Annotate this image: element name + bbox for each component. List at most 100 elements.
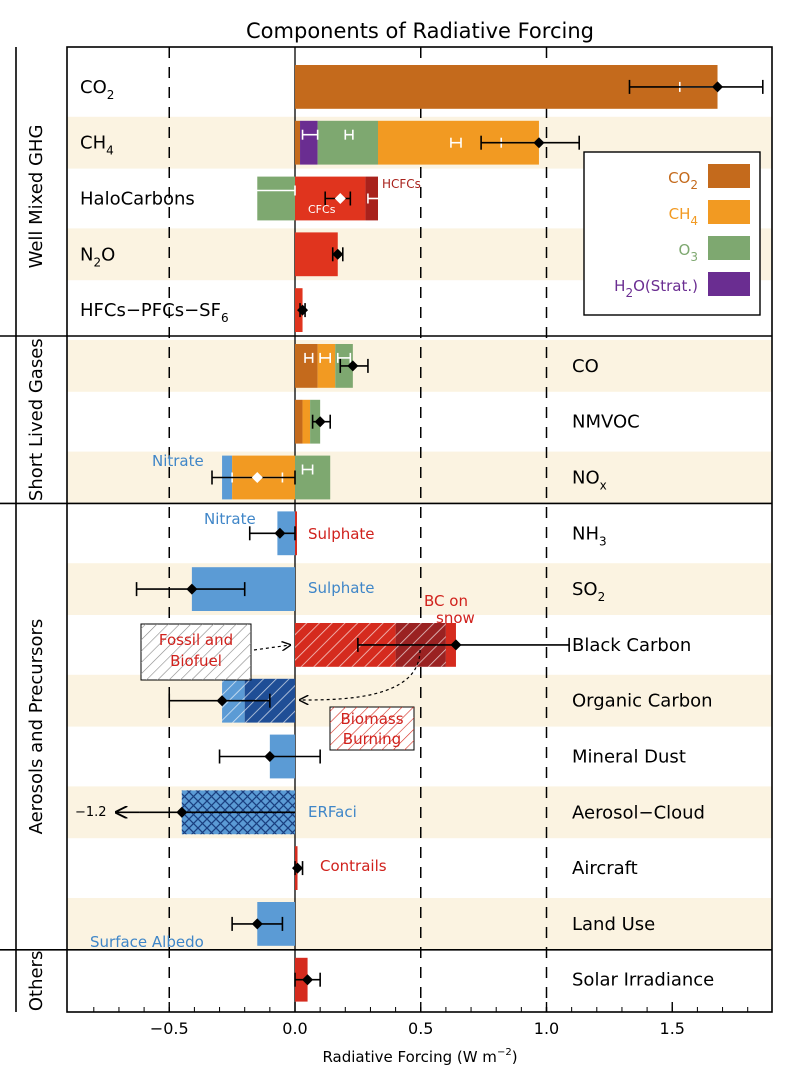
callout-arrow	[253, 645, 290, 650]
callout-hatch	[330, 707, 414, 750]
legend-label: CO2	[668, 169, 698, 192]
annotation-contrails: Contrails	[320, 857, 387, 875]
bar-segment	[302, 399, 311, 444]
bar-segment	[257, 176, 295, 221]
annotation-hcfcs: HCFCs	[382, 177, 421, 191]
error-bars	[116, 79, 764, 987]
annotation-surface-albedo: Surface Albedo	[90, 933, 204, 951]
total-marker	[216, 695, 228, 707]
label-base: Land Use	[572, 914, 655, 935]
row-label: Mineral Dust	[572, 747, 686, 768]
label-base: Black Carbon	[572, 635, 691, 656]
label-base: CH	[669, 205, 691, 223]
label-subscript: 3	[690, 250, 698, 264]
label-subscript: 2	[107, 88, 115, 102]
annotation--1-2: −1.2	[75, 805, 107, 820]
total-marker	[297, 304, 309, 316]
row-label: NH3	[572, 523, 607, 548]
row-label: CO	[572, 356, 599, 377]
row-label: Solar Irradiance	[572, 970, 714, 991]
label-subscript: 2	[93, 255, 101, 269]
row-label: CO2	[80, 77, 114, 102]
label-base: O	[679, 241, 691, 259]
group-label: Others	[26, 951, 47, 1012]
callout-text: Burning	[343, 730, 401, 748]
chart-title: Components of Radiative Forcing	[246, 19, 594, 43]
row-label: NMVOC	[572, 412, 640, 433]
x-tick-label: −0.5	[150, 1019, 189, 1038]
label-base: N	[80, 244, 93, 265]
annotation-bc-on: BC on	[424, 592, 468, 610]
callout-fossil-biofuel: Fossil and Biofuel	[140, 623, 252, 681]
group-label: Aerosols and Precursors	[26, 619, 47, 835]
x-tick-label: 0.5	[408, 1019, 433, 1038]
label-base: CH	[80, 133, 106, 154]
label-subscript: 3	[599, 534, 607, 548]
total-marker	[274, 527, 286, 539]
label-base: NH	[572, 523, 599, 544]
total-marker	[292, 862, 304, 874]
frame-border	[66, 46, 773, 1013]
label-base: CO	[668, 169, 690, 187]
label-subscript: 2	[625, 286, 633, 300]
row-label: HaloCarbons	[80, 189, 195, 210]
callout-biomass-burning: Biomass Burning	[329, 706, 415, 751]
label-base: Mineral Dust	[572, 747, 686, 768]
annotation-cfcs: CFCs	[308, 203, 336, 216]
annotation-sulphate: Sulphate	[308, 525, 375, 543]
x-axis: −0.5 0.0 0.5 1.0 1.5	[93, 1002, 749, 1038]
legend-swatch	[708, 200, 750, 224]
label-tail: O(Strat.)	[633, 277, 698, 295]
bar-segment	[300, 120, 318, 165]
bar-segment	[295, 232, 338, 277]
row-band	[67, 898, 772, 950]
label-subscript: x	[600, 479, 607, 493]
label-base: CO	[572, 356, 599, 377]
label-base: Aerosol−Cloud	[572, 802, 705, 823]
x-tick-label: 1.0	[534, 1019, 559, 1038]
legend-label: H2O(Strat.)	[614, 277, 698, 300]
annotation-sulphate: Sulphate	[308, 579, 375, 597]
row-band	[67, 340, 772, 392]
annotation-nitrate: Nitrate	[204, 510, 256, 528]
legend-swatch	[708, 272, 750, 296]
row-label: NOx	[572, 468, 607, 493]
row-band	[67, 451, 772, 504]
total-marker	[450, 639, 462, 651]
x-tick-label: 1.5	[660, 1019, 685, 1038]
label-subscript: 2	[598, 590, 606, 604]
row-label: Land Use	[572, 914, 655, 935]
total-marker	[314, 416, 326, 428]
label-base: Organic Carbon	[572, 691, 713, 712]
x-axis-label: Radiative Forcing (W m−2)	[322, 1047, 517, 1066]
row-label: Organic Carbon	[572, 691, 713, 712]
annotation-nitrate: Nitrate	[152, 452, 204, 470]
total-marker	[712, 81, 724, 93]
row-label: HFCs−PFCs−SF6	[80, 300, 229, 325]
bar-segment	[317, 120, 378, 165]
total-marker	[176, 806, 188, 818]
annotation-snow: snow	[436, 609, 475, 627]
label-base: Solar Irradiance	[572, 970, 714, 991]
row-label: Aircraft	[572, 858, 638, 879]
x-tick-label: 0.0	[282, 1019, 307, 1038]
bar-segment	[295, 399, 303, 444]
label-subscript: 4	[106, 144, 114, 158]
row-label: CH4	[80, 133, 114, 158]
total-marker	[251, 472, 263, 483]
group-labels: Well Mixed GHG Short Lived Gases Aerosols …	[26, 125, 47, 1012]
total-marker	[251, 918, 263, 930]
bar-segment	[295, 120, 301, 165]
callout-arrow	[300, 649, 421, 700]
callout-text: Biofuel	[170, 652, 222, 670]
callout-hatch	[141, 624, 251, 680]
total-marker	[347, 360, 359, 372]
label-base: H	[614, 277, 625, 295]
row-label: Aerosol−Cloud	[572, 802, 705, 823]
bar-segment	[295, 511, 297, 556]
total-marker	[334, 193, 346, 204]
row-labels: CO2CH4HaloCarbonsN2OHFCs−PFCs−SF6CONMVOC…	[80, 77, 714, 991]
